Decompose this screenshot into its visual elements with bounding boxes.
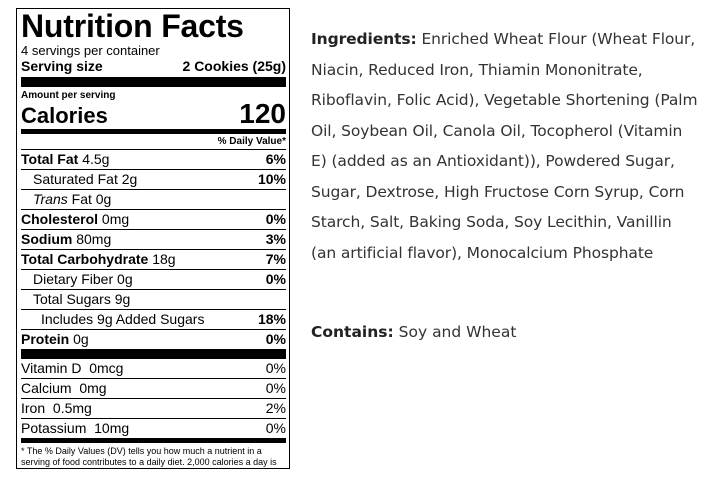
nutrient-amount: 0g <box>73 331 89 347</box>
contains-section: Contains: Soy and Wheat <box>311 317 701 347</box>
vitamin-dv: 0% <box>265 360 286 376</box>
nutrient-name: Sodium <box>21 231 73 247</box>
vitamin-row-vitamin-d: Vitamin D 0mcg 0% <box>21 359 286 379</box>
nutrient-name: Dietary Fiber <box>33 271 114 287</box>
vitamin-dv: 0% <box>265 420 286 436</box>
nutrient-amount: 0mg <box>101 211 130 227</box>
nutrition-facts-panel: Nutrition Facts 4 servings per container… <box>16 8 290 469</box>
nutrient-row-total-carbohydrate: Total Carbohydrate 18g 7% <box>21 250 286 270</box>
nutrient-row-cholesterol: Cholesterol 0mg 0% <box>21 210 286 230</box>
nutrient-name: Total Sugars <box>33 291 111 307</box>
nutrient-row-protein: Protein 0g 0% <box>21 330 286 359</box>
contains-text: Soy and Wheat <box>398 323 517 341</box>
contains-label: Contains: <box>311 323 394 341</box>
nutrient-name: Includes 9g Added Sugars <box>41 311 205 327</box>
nutrient-dv: 0% <box>265 211 286 227</box>
serving-size-value: 2 Cookies (25g) <box>182 58 286 74</box>
vitamin-name: Vitamin D 0mcg <box>21 360 124 376</box>
nutrient-row-sodium: Sodium 80mg 3% <box>21 230 286 250</box>
vitamin-row-calcium: Calcium 0mg 0% <box>21 379 286 399</box>
daily-value-footnote: * The % Daily Values (DV) tells you how … <box>21 446 277 467</box>
nutrient-row-total-fat: Total Fat 4.5g 6% <box>21 150 286 170</box>
nutrient-row-saturated-fat: Saturated Fat 2g 10% <box>21 170 286 190</box>
nutrient-amount: Fat 0g <box>71 191 112 207</box>
amount-per-serving: Amount per serving <box>21 90 116 101</box>
nutrient-name: Total Carbohydrate <box>21 251 149 267</box>
vitamin-dv: 2% <box>265 400 286 416</box>
nutrient-amount: 0g <box>117 271 133 287</box>
nutrient-dv: 0% <box>265 271 286 287</box>
nutrient-amount: 80mg <box>76 231 112 247</box>
nutrient-row-dietary-fiber: Dietary Fiber 0g 0% <box>21 270 286 290</box>
nutrient-dv: 18% <box>257 311 286 327</box>
nutrient-name: Saturated Fat <box>33 171 118 187</box>
ingredients-text: Enriched Wheat Flour (Wheat Flour, Niaci… <box>311 30 698 262</box>
nutrient-amount: 9g <box>114 291 131 307</box>
nutrient-dv: 10% <box>257 171 286 187</box>
nutrient-name: Total Fat <box>21 151 79 167</box>
nutrient-dv: 7% <box>265 251 286 267</box>
nutrition-title: Nutrition Facts <box>21 8 244 44</box>
vitamin-row-iron: Iron 0.5mg 2% <box>21 399 286 419</box>
nutrient-row-trans-fat: Trans Fat 0g <box>21 190 286 210</box>
nutrient-amount: 2g <box>121 171 138 187</box>
servings-per-container: 4 servings per container <box>21 43 160 58</box>
nutrient-amount: 18g <box>152 251 176 267</box>
calories-label: Calories <box>21 103 108 128</box>
nutrient-row-total-sugars: Total Sugars 9g <box>21 290 286 310</box>
nutrient-dv: 3% <box>265 231 286 247</box>
nutrient-amount: 4.5g <box>82 151 110 167</box>
nutrient-name: Trans <box>33 191 68 207</box>
calories-value: 120 <box>239 98 286 129</box>
daily-value-header: % Daily Value* <box>21 134 286 150</box>
nutrient-dv: 6% <box>265 151 286 167</box>
serving-size-label: Serving size <box>21 58 103 74</box>
vitamin-name: Calcium 0mg <box>21 380 107 396</box>
nutrient-dv: 0% <box>265 331 286 347</box>
ingredients-label: Ingredients: <box>311 30 417 48</box>
vitamin-name: Iron 0.5mg <box>21 400 92 416</box>
serving-size-row: Serving size 2 Cookies (25g) <box>21 58 286 87</box>
nutrient-name: Cholesterol <box>21 211 99 227</box>
nutrient-row-added-sugars: Includes 9g Added Sugars 18% <box>21 310 286 330</box>
vitamin-dv: 0% <box>265 380 286 396</box>
vitamin-name: Potassium 10mg <box>21 420 130 436</box>
calories-row: Calories 120 <box>21 98 286 134</box>
nutrient-name: Protein <box>21 331 70 347</box>
ingredients-section: Ingredients: Enriched Wheat Flour (Wheat… <box>311 24 701 268</box>
vitamin-row-potassium: Potassium 10mg 0% <box>21 419 286 443</box>
